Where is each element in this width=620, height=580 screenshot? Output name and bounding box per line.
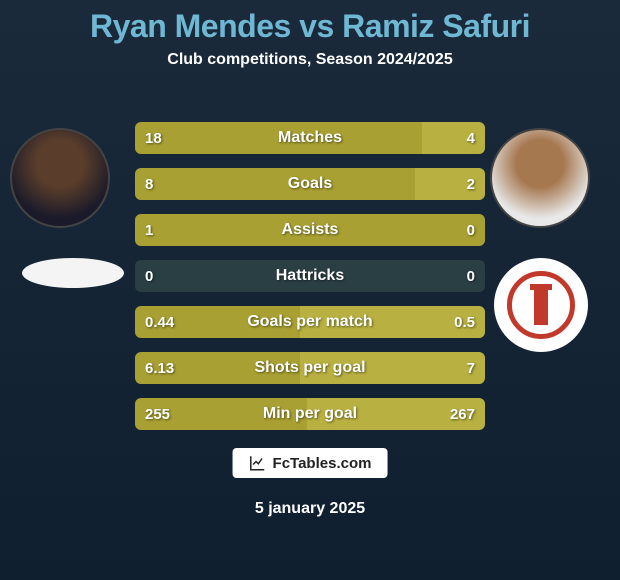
stat-row: 00Hattricks xyxy=(135,260,485,292)
stat-label: Shots per goal xyxy=(135,359,485,377)
source-badge: FcTables.com xyxy=(233,448,388,478)
stat-row: 6.137Shots per goal xyxy=(135,352,485,384)
stat-label: Assists xyxy=(135,221,485,239)
stat-row: 10Assists xyxy=(135,214,485,246)
player-right-avatar xyxy=(490,128,590,228)
stat-label: Min per goal xyxy=(135,405,485,423)
stat-row: 82Goals xyxy=(135,168,485,200)
source-label: FcTables.com xyxy=(273,455,372,472)
stat-label: Goals per match xyxy=(135,313,485,331)
club-left-logo xyxy=(22,258,124,288)
stat-label: Hattricks xyxy=(135,267,485,285)
club-right-logo xyxy=(494,258,588,352)
subtitle: Club competitions, Season 2024/2025 xyxy=(0,51,620,69)
stat-label: Goals xyxy=(135,175,485,193)
player-left-avatar xyxy=(10,128,110,228)
stat-row: 184Matches xyxy=(135,122,485,154)
tower-icon xyxy=(534,285,548,325)
stat-label: Matches xyxy=(135,129,485,147)
date-label: 5 january 2025 xyxy=(0,500,620,518)
comparison-card: Ryan Mendes vs Ramiz Safuri Club competi… xyxy=(0,0,620,580)
stats-panel: 184Matches 82Goals 10Assists 00Hattricks 0.4… xyxy=(135,122,485,444)
stat-row: 255267Min per goal xyxy=(135,398,485,430)
avatar-placeholder-icon xyxy=(492,130,588,226)
club-badge-icon xyxy=(507,271,575,339)
stat-row: 0.440.5Goals per match xyxy=(135,306,485,338)
chart-icon xyxy=(249,454,267,472)
page-title: Ryan Mendes vs Ramiz Safuri xyxy=(0,0,620,45)
avatar-placeholder-icon xyxy=(12,130,108,226)
